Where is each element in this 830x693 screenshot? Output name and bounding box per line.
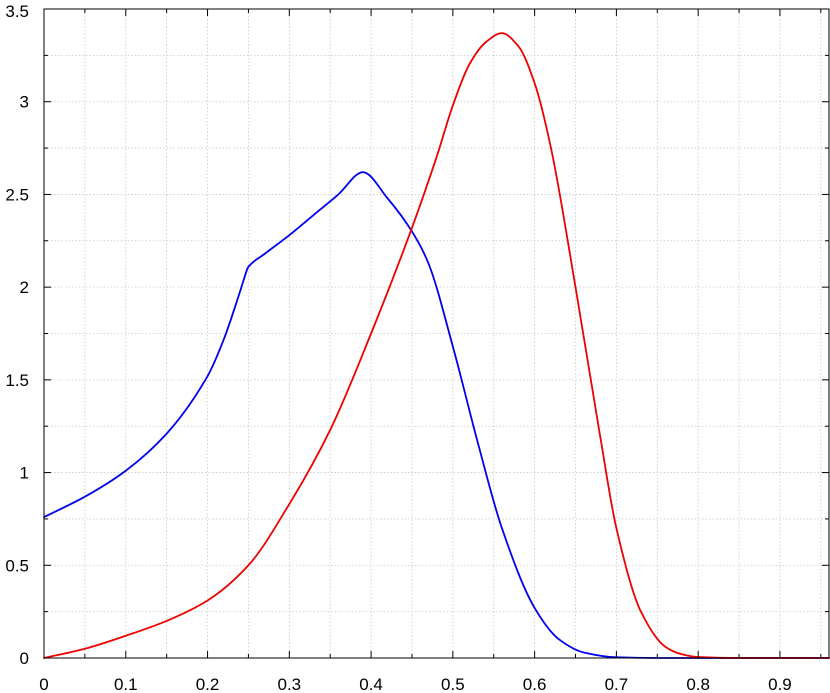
y-tick-label: 2.5 (5, 185, 29, 204)
y-tick-label: 0.5 (5, 556, 29, 575)
x-tick-label: 0.6 (523, 675, 547, 693)
x-tick-label: 0.1 (114, 675, 138, 693)
x-tick-label: 0.4 (359, 675, 383, 693)
x-tick-label: 0 (39, 675, 48, 693)
y-tick-label: 1 (20, 464, 29, 483)
y-tick-label: 3 (20, 93, 29, 112)
y-tick-label: 2 (20, 278, 29, 297)
x-tick-label: 0.2 (196, 675, 220, 693)
x-axis-tick-labels: 0 0.1 0.2 0.3 0.4 0.5 0.6 0.7 0.8 0.9 (39, 675, 791, 693)
y-tick-label: 3.5 (5, 2, 29, 21)
x-tick-label: 0.9 (768, 675, 792, 693)
y-axis-tick-labels: 0 0.5 1 1.5 2 2.5 3 3.5 (5, 2, 29, 668)
red-series-line (43, 32, 830, 659)
data-series (43, 32, 830, 659)
x-tick-label: 0.7 (605, 675, 629, 693)
y-tick-label: 1.5 (5, 371, 29, 390)
y-tick-label: 0 (20, 649, 29, 668)
grid-lines (44, 9, 829, 658)
blue-series-line (43, 171, 830, 659)
axis-ticks (43, 8, 829, 659)
x-tick-label: 0.3 (277, 675, 301, 693)
x-tick-label: 0.5 (441, 675, 465, 693)
x-tick-label: 0.8 (686, 675, 710, 693)
